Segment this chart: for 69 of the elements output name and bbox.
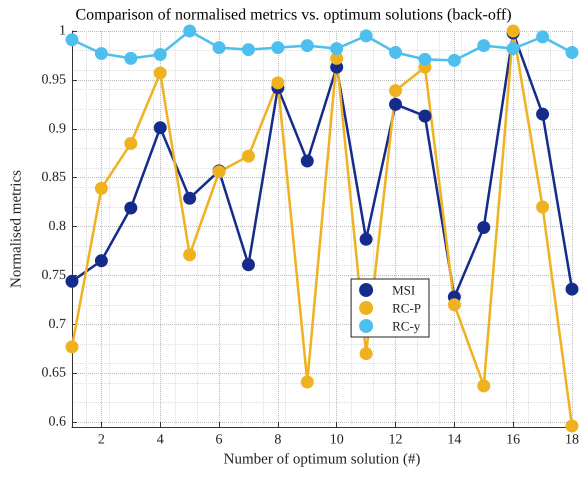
point [536,108,550,121]
point [536,30,550,44]
point [66,33,78,46]
point [389,84,402,98]
y-axis-title: Normalised metrics [8,170,24,288]
y-tick-label: 0.7 [48,316,66,332]
point [154,48,167,61]
point [66,274,78,288]
x-tick-label: 10 [330,432,344,448]
point [360,232,373,246]
y-tick-label: 0.9 [48,121,66,136]
point [242,150,255,163]
point [154,66,167,80]
point [300,376,314,389]
point [300,154,314,168]
point [212,41,226,54]
point [124,201,138,214]
x-tick-label: 2 [98,432,105,448]
point [330,42,344,56]
point [300,39,314,52]
chart-title: Comparison of normalised metrics vs. optimum solutions (back-off) [75,6,512,24]
point [389,46,402,60]
y-tick-label: 0.65 [42,366,66,381]
legend-label: MSI [392,282,416,298]
point [448,298,461,312]
x-tick-label: 16 [506,432,520,448]
point [360,29,373,42]
point [418,110,432,123]
point [271,76,284,90]
point [271,41,284,54]
point [183,24,196,38]
x-tick-label: 14 [447,432,462,448]
y-tick-label: 1 [59,24,66,38]
x-tick-label: 4 [156,432,164,448]
point [477,39,490,52]
point [418,52,432,66]
point [448,54,461,67]
point [360,347,373,360]
point [154,121,167,134]
x-axis-title: Number of optimum solution (#) [224,451,420,468]
point [94,182,108,195]
point [66,340,78,354]
point [389,98,402,111]
y-tick-label: 0.95 [42,72,66,88]
x-tick-label: 12 [388,432,403,448]
point [506,42,520,56]
point [477,379,490,392]
point [242,258,255,272]
point [183,248,196,262]
point [242,43,255,56]
point [124,52,138,65]
x-tick-label: 18 [565,432,579,448]
legend-label: RC-y [392,318,421,334]
y-tick-label: 0.8 [48,219,66,234]
point [124,136,138,150]
point [94,254,108,268]
point [566,420,578,433]
point [94,46,108,60]
point [566,46,578,60]
x-tick-label: 8 [274,432,282,448]
y-tick-label: 0.85 [42,170,66,186]
point [183,192,196,205]
point [566,282,578,296]
point [536,200,550,214]
x-tick-label: 6 [216,432,223,448]
y-tick-label: 0.6 [48,414,66,430]
legend-label: RC-P [392,300,422,316]
point [477,221,490,234]
y-tick-label: 0.75 [42,268,66,283]
